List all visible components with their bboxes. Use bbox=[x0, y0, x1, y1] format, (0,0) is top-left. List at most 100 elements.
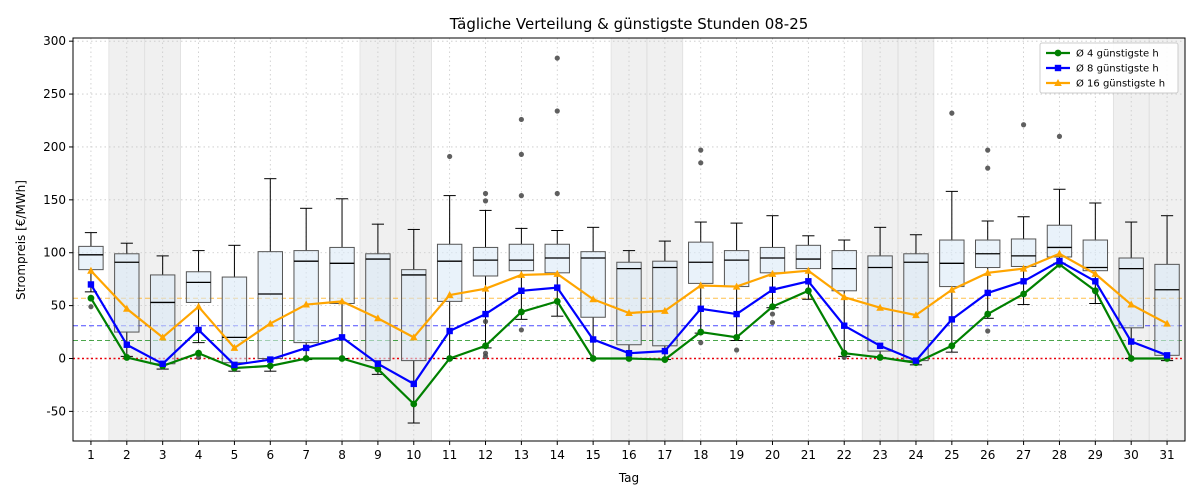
series-point bbox=[769, 286, 776, 293]
series-point bbox=[696, 281, 705, 289]
boxes bbox=[78, 55, 1180, 424]
box-iqr bbox=[1046, 224, 1073, 258]
x-tick-label: 10 bbox=[406, 448, 421, 462]
series-point bbox=[983, 268, 992, 276]
series-point bbox=[445, 291, 454, 299]
legend-entry-1: Ø 4 günstigste h bbox=[1046, 48, 1159, 60]
y-tick-label: 150 bbox=[43, 193, 66, 207]
series-point bbox=[338, 297, 346, 305]
y-tick-label: 100 bbox=[43, 246, 66, 260]
outlier-point bbox=[554, 190, 560, 197]
series-point bbox=[948, 316, 956, 323]
series-point bbox=[410, 400, 418, 408]
outlier-point bbox=[554, 55, 560, 61]
outlier-point bbox=[554, 108, 560, 114]
series-point bbox=[625, 355, 633, 362]
box-iqr bbox=[867, 255, 893, 352]
box-day-13 bbox=[508, 116, 535, 333]
x-tick-label: 2 bbox=[123, 448, 131, 462]
x-tick-label: 29 bbox=[1088, 448, 1103, 462]
x-tick-label: 23 bbox=[872, 448, 887, 462]
series-lines bbox=[87, 249, 1171, 408]
series-point bbox=[1127, 338, 1135, 345]
series-point bbox=[1127, 300, 1135, 308]
box-day-10 bbox=[401, 228, 427, 424]
x-tick-label: 22 bbox=[837, 448, 852, 462]
box-iqr bbox=[759, 246, 786, 274]
y-tick-label: 200 bbox=[43, 140, 66, 154]
x-tick-label: 13 bbox=[514, 448, 529, 462]
series-point bbox=[446, 355, 454, 362]
series-point bbox=[194, 302, 203, 310]
series-point bbox=[589, 295, 597, 303]
x-tick-label: 28 bbox=[1052, 448, 1067, 462]
y-axis-label: Strompreis [€/MWh] bbox=[14, 180, 28, 300]
chart-title: Tägliche Verteilung & günstigste Stunden… bbox=[449, 15, 809, 33]
series-point bbox=[948, 342, 956, 350]
y-tick-label: 0 bbox=[58, 351, 66, 365]
outlier-point bbox=[698, 147, 704, 153]
box-iqr bbox=[1010, 238, 1037, 267]
box-day-29 bbox=[1082, 202, 1109, 304]
series-point bbox=[517, 308, 525, 316]
x-tick-label: 25 bbox=[944, 448, 959, 462]
series-point bbox=[195, 326, 202, 334]
x-tick-label: 26 bbox=[980, 448, 995, 462]
x-tick-label: 9 bbox=[374, 448, 382, 462]
outlier-point bbox=[769, 319, 776, 326]
box-day-15 bbox=[580, 226, 606, 359]
y-tick-label: -50 bbox=[46, 404, 66, 418]
series-point bbox=[517, 270, 526, 278]
series-point bbox=[374, 365, 382, 373]
series-point bbox=[374, 360, 382, 367]
outlier-point bbox=[447, 153, 453, 160]
series-point bbox=[518, 287, 525, 295]
series-point bbox=[841, 322, 848, 329]
x-tick-label: 11 bbox=[442, 448, 457, 462]
box-day-26 bbox=[975, 147, 1001, 334]
series-point bbox=[840, 349, 848, 357]
series-point bbox=[338, 355, 346, 362]
outlier-point bbox=[734, 347, 740, 353]
x-tick-label: 7 bbox=[302, 448, 310, 462]
box-iqr bbox=[293, 250, 319, 344]
box-day-24 bbox=[903, 234, 929, 366]
legend-label: Ø 4 günstigste h bbox=[1076, 48, 1159, 60]
series-2 bbox=[87, 257, 1171, 388]
legend-entry-3: Ø 16 günstigste h bbox=[1046, 78, 1165, 90]
x-tick-label: 30 bbox=[1124, 448, 1139, 462]
series-point bbox=[195, 349, 202, 357]
box-iqr bbox=[472, 246, 499, 277]
series-point bbox=[1127, 355, 1135, 362]
series-point bbox=[266, 319, 275, 327]
legend-entry-2: Ø 8 günstigste h bbox=[1046, 63, 1159, 75]
legend: Ø 4 günstigste h Ø 8 günstigste h Ø 16 gün… bbox=[1039, 42, 1179, 94]
series-point bbox=[553, 297, 561, 305]
x-tick-label: 1 bbox=[87, 448, 95, 462]
outlier-point bbox=[698, 160, 704, 166]
series-point bbox=[374, 314, 382, 322]
box-iqr bbox=[1154, 263, 1180, 356]
box-iqr bbox=[365, 253, 391, 362]
series-point bbox=[733, 310, 740, 318]
x-axis-label: Tag bbox=[618, 471, 639, 485]
box-day-16 bbox=[616, 250, 642, 359]
outlier-point bbox=[985, 147, 991, 153]
series-point bbox=[661, 306, 669, 314]
outlier-point bbox=[518, 116, 524, 123]
series-point bbox=[732, 282, 741, 290]
outlier-point bbox=[1056, 133, 1063, 139]
series-point bbox=[589, 355, 597, 362]
y-tick-label: 300 bbox=[43, 34, 66, 48]
box-day-9 bbox=[365, 223, 391, 375]
box-day-12 bbox=[472, 190, 499, 359]
series-point bbox=[912, 357, 920, 364]
outlier-point bbox=[949, 110, 955, 116]
series-point bbox=[230, 343, 239, 351]
series-point bbox=[804, 266, 813, 274]
box-iqr bbox=[795, 244, 822, 270]
outlier-point bbox=[518, 327, 524, 333]
legend-box bbox=[1039, 42, 1179, 94]
